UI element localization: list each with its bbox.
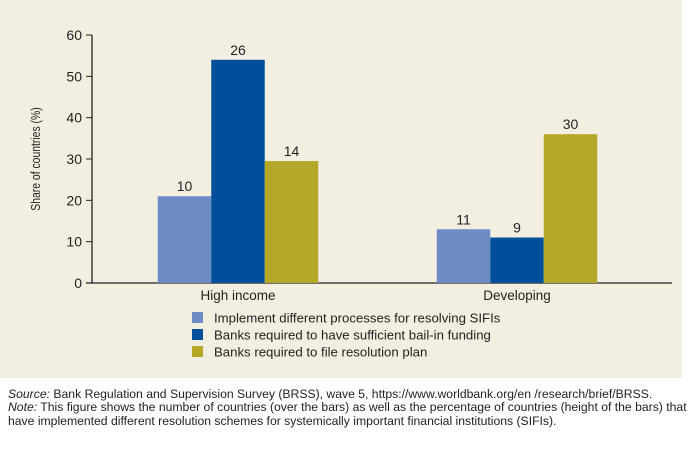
y-axis-label: Share of countries (%) [29, 107, 43, 210]
note: Note: This figure shows the number of co… [8, 400, 687, 428]
source-note: Source: Bank Regulation and Supervision … [8, 387, 653, 401]
figure-notes: Source: Bank Regulation and Supervision … [8, 387, 688, 428]
bar [264, 161, 319, 283]
bar-data-label: 14 [284, 143, 300, 159]
x-category-label: Developing [483, 288, 551, 303]
bar-data-label: 9 [513, 220, 521, 236]
y-tick-label: 40 [66, 110, 82, 126]
legend-swatch [192, 312, 203, 323]
bar [211, 59, 265, 283]
y-tick-label: 30 [66, 151, 82, 167]
bar-data-label: 11 [456, 211, 471, 227]
legend-swatch [192, 329, 203, 340]
bar-chart: 0 10 20 30 40 50 60 Share of countries (%) High … [29, 27, 672, 360]
legend-swatch [192, 346, 203, 357]
bar-data-label: 26 [230, 42, 246, 58]
y-tick-label: 50 [66, 68, 82, 84]
bar [157, 196, 212, 283]
y-tick-label: 10 [66, 234, 82, 250]
bar [436, 229, 491, 283]
bar-data-label: 10 [177, 178, 193, 194]
bar [490, 237, 544, 283]
legend-label: Implement different processes for resolv… [214, 311, 501, 326]
x-category-label: High income [200, 288, 275, 303]
y-tick-label: 20 [66, 192, 82, 208]
y-tick-label: 0 [74, 275, 82, 291]
bar-data-label: 30 [563, 116, 579, 132]
legend-label: Banks required to file resolution plan [214, 345, 427, 360]
bar [543, 134, 598, 283]
legend-label: Banks required to have sufficient bail-i… [214, 328, 491, 343]
y-tick-label: 60 [66, 27, 82, 43]
